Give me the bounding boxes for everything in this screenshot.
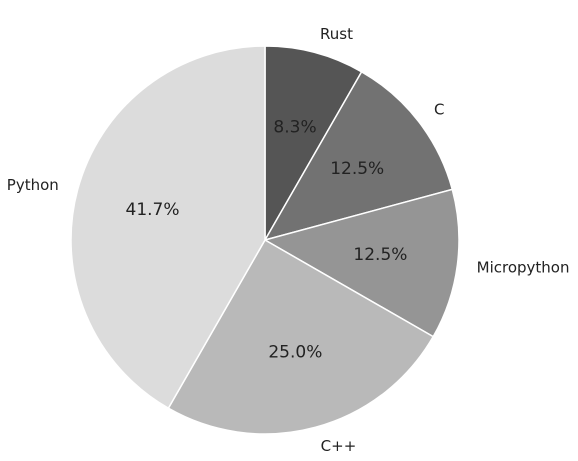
pie-slices: [70, 45, 460, 435]
pie-category-label-micropython: Micropython: [477, 258, 570, 276]
pie-slice-rust: [264, 45, 363, 243]
pie-value-label-c: 12.5%: [330, 159, 384, 179]
pie-slice-c: [167, 238, 435, 435]
pie-value-label-python: 41.7%: [126, 200, 180, 220]
pie-category-label-rust: Rust: [320, 25, 353, 43]
pie-slice-python: [70, 45, 266, 410]
pie-value-label-rust: 8.3%: [273, 118, 316, 138]
pie-slice-micropython: [263, 188, 460, 338]
pie-category-label-c: C++: [321, 437, 357, 455]
pie-value-label-micropython: 12.5%: [353, 245, 407, 265]
pie-category-labels: Rust C Micropython C++ Python: [7, 25, 570, 455]
pie-value-label-c: 25.0%: [268, 342, 322, 362]
pie-slice-c: [263, 70, 454, 242]
pie-category-label-c: C: [434, 101, 444, 119]
pie-percentage-labels: 8.3% 12.5% 12.5% 25.0% 41.7%: [126, 118, 408, 363]
pie-category-label-python: Python: [7, 176, 59, 194]
